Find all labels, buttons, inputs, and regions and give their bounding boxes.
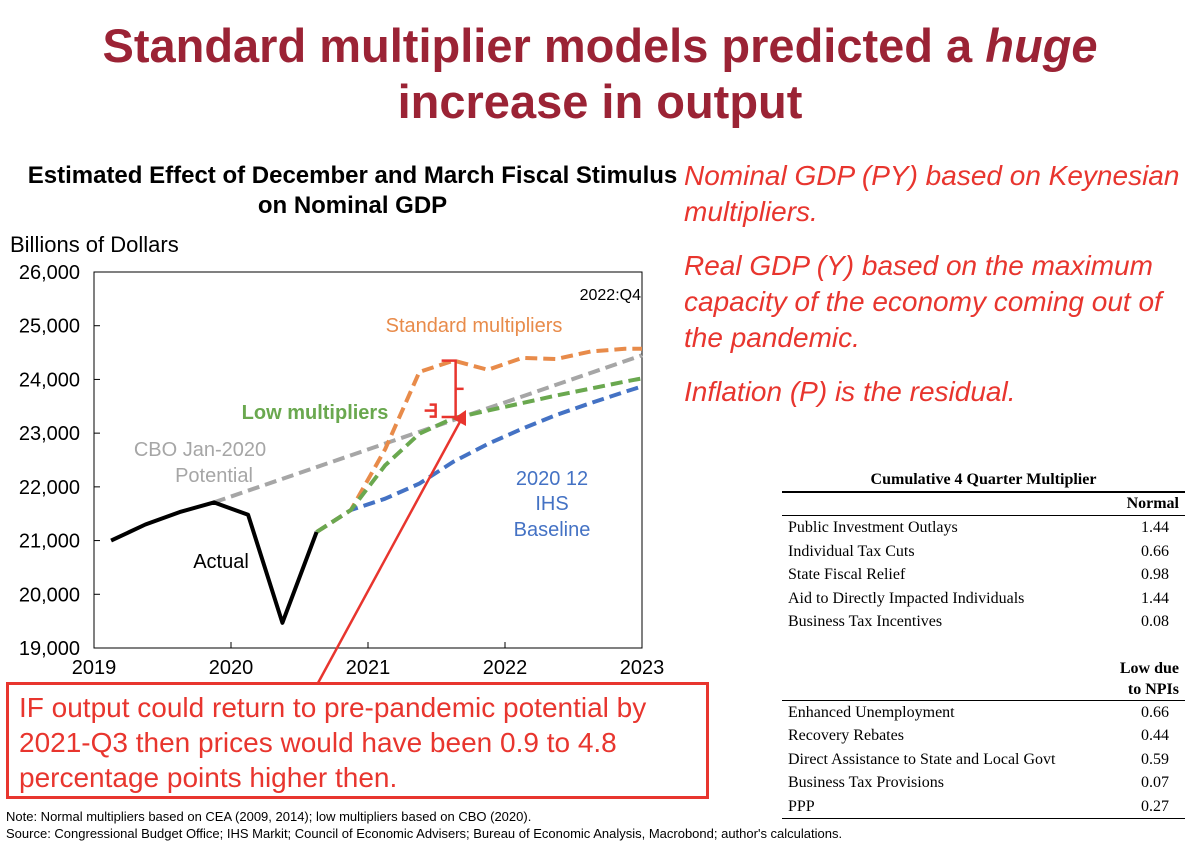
row-label: PPP — [788, 797, 815, 815]
x-axis: 2019 2020 2021 2022 2023 — [72, 642, 665, 679]
row-label: Individual Tax Cuts — [788, 542, 915, 560]
right-notes: Nominal GDP (PY) based on Keynesian mult… — [684, 158, 1194, 428]
multiplier-table: Cumulative 4 Quarter Multiplier Normal P… — [782, 470, 1185, 819]
note-real-gdp: Real GDP (Y) based on the maximum capaci… — [684, 250, 1162, 353]
note-inflation: Inflation (P) is the residual. — [684, 376, 1016, 407]
table-row: Individual Tax Cuts 0.66 — [782, 540, 1185, 564]
row-label: State Fiscal Relief — [788, 566, 906, 583]
x-tick-label: 2022 — [483, 657, 528, 679]
y-tick-label: 25,000 — [19, 316, 80, 338]
y-tick-label: 21,000 — [19, 531, 80, 553]
slide-title: Standard multiplier models predicted a h… — [0, 18, 1200, 130]
series-2020-12-ihs-baseline — [315, 384, 643, 534]
row-value: 0.59 — [1141, 750, 1169, 768]
series-actual — [110, 500, 319, 625]
row-value: 0.27 — [1141, 797, 1169, 815]
y-tick-label: 19,000 — [19, 638, 80, 660]
row-label: Public Investment Outlays — [788, 519, 958, 536]
chart-y-axis-label: Billions of Dollars — [10, 232, 179, 257]
table-row: Business Tax Provisions 0.07 — [782, 771, 1185, 795]
series-layer — [110, 346, 643, 625]
callout-arrow — [316, 417, 464, 684]
series-low-multipliers — [315, 376, 643, 534]
x-tick-label: 2019 — [72, 657, 117, 679]
corner-label: 2022:Q4 — [580, 287, 641, 304]
row-value: 0.66 — [1141, 542, 1169, 560]
callout-box: IF output could return to pre-pandemic p… — [6, 682, 709, 799]
slide-title-part2: increase in output — [397, 75, 803, 128]
x-tick-label: 2021 — [346, 657, 391, 679]
table-row: Public Investment Outlays 1.44 — [782, 516, 1185, 540]
table-row: Business Tax Incentives 0.08 — [782, 610, 1185, 634]
series-standard-multipliers — [315, 346, 642, 534]
x-tick-label: 2020 — [209, 657, 254, 679]
table-row: Aid to Directly Impacted Individuals 1.44 — [782, 587, 1185, 611]
y-tick-label: 20,000 — [19, 584, 80, 606]
table-row: Recovery Rebates 0.44 — [782, 724, 1185, 748]
plot-area-frame — [93, 271, 643, 649]
table-row: Direct Assistance to State and Local Gov… — [782, 748, 1185, 772]
footnote: Note: Normal multipliers based on CEA (2… — [6, 808, 842, 842]
low-rows: Enhanced Unemployment 0.66 Recovery Rebate… — [782, 701, 1185, 819]
label-low-multipliers: Low multipliers — [242, 402, 389, 424]
slide-title-emphasis: huge — [985, 19, 1098, 72]
chart-title: Estimated Effect of December and March F… — [27, 162, 678, 219]
label-cbo-line1: CBO Jan-2020 — [134, 439, 266, 461]
note-nominal-gdp: Nominal GDP (PY) based on Keynesian mult… — [684, 160, 1180, 227]
row-label: Direct Assistance to State and Local Gov… — [788, 750, 1056, 768]
row-label: Business Tax Incentives — [788, 613, 943, 630]
low-header-line2: to NPIs — [1127, 680, 1179, 698]
y-tick-label: 23,000 — [19, 423, 80, 445]
label-actual: Actual — [193, 551, 249, 573]
label-standard-multipliers: Standard multipliers — [386, 315, 563, 337]
y-tick-label: 24,000 — [19, 369, 80, 391]
row-label: Aid to Directly Impacted Individuals — [788, 589, 1025, 607]
row-value: 0.08 — [1141, 613, 1169, 630]
gdp-chart: 19,000 20,000 21,000 22,000 23,000 24,000 25,0… — [19, 262, 665, 684]
label-ihs-line2: IHS — [535, 493, 568, 515]
table-title: Cumulative 4 Quarter Multiplier — [870, 471, 1097, 488]
y-tick-label: 22,000 — [19, 477, 80, 499]
row-value: 0.66 — [1141, 703, 1169, 721]
normal-header: Normal — [1126, 495, 1179, 512]
slide-title-part1: Standard multiplier models predicted a — [102, 19, 986, 72]
label-ihs-line3: Baseline — [514, 519, 591, 541]
table-row: Enhanced Unemployment 0.66 — [782, 701, 1185, 725]
footnote-source: Source: Congressional Budget Office; IHS… — [6, 826, 843, 841]
callout-arrowhead — [453, 410, 466, 426]
label-cbo-line2: Potential — [175, 465, 253, 487]
table-row: PPP 0.27 — [782, 795, 1185, 819]
x-tick-label: 2023 — [620, 657, 665, 679]
y-tick-label: 26,000 — [19, 262, 80, 284]
row-value: 0.07 — [1141, 774, 1169, 791]
row-value: 0.98 — [1141, 566, 1169, 583]
y-axis: 19,000 20,000 21,000 22,000 23,000 24,000 25,0… — [19, 262, 100, 660]
label-ihs-line1: 2020 12 — [516, 468, 588, 490]
footnote-note: Note: Normal multipliers based on CEA (2… — [6, 809, 532, 824]
row-label: Recovery Rebates — [788, 727, 904, 744]
row-value: 0.44 — [1141, 727, 1169, 744]
row-value: 1.44 — [1141, 519, 1169, 536]
bracket-annotation — [424, 359, 464, 419]
row-value: 1.44 — [1141, 589, 1169, 607]
row-label: Business Tax Provisions — [788, 774, 944, 791]
normal-rows: Public Investment Outlays 1.44 Individual … — [782, 516, 1185, 634]
low-header-line1: Low due — [1119, 659, 1179, 677]
row-label: Enhanced Unemployment — [788, 703, 955, 721]
table-row: State Fiscal Relief 0.98 — [782, 563, 1185, 587]
